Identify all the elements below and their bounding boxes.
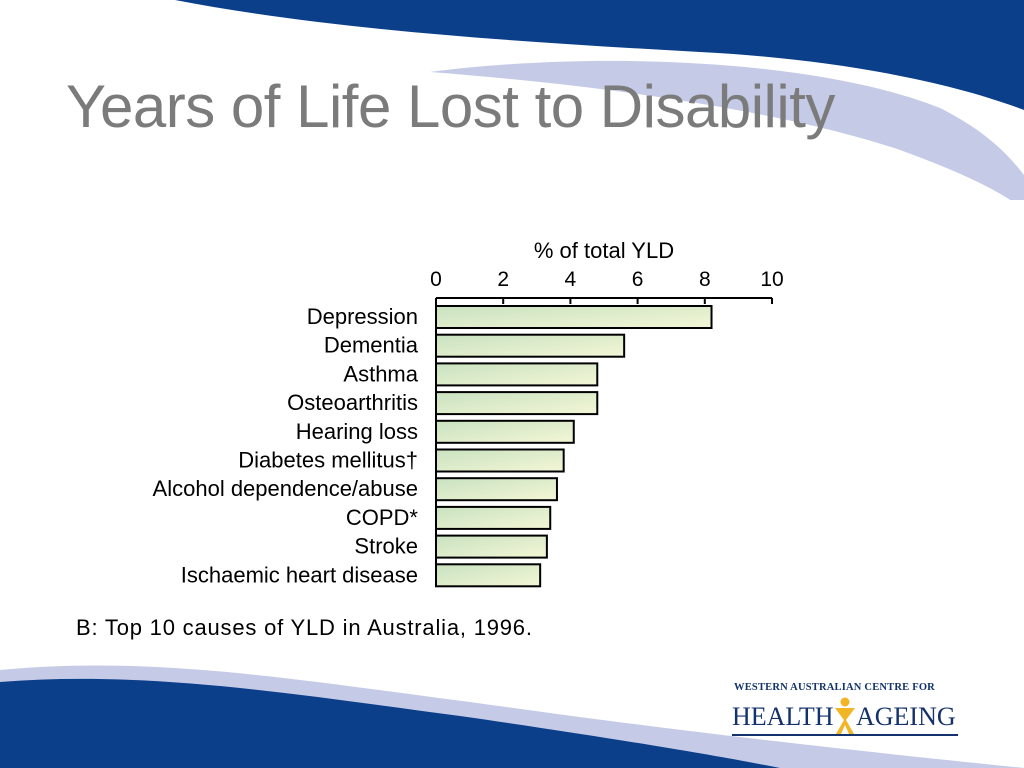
bar [435,391,599,416]
tick-label: 2 [497,268,509,291]
category-label: Depression [307,304,418,329]
axis-title: % of total YLD [534,238,674,263]
tick-label: 8 [699,268,711,291]
chart-caption: B: Top 10 causes of YLD in Australia, 19… [76,615,533,640]
bottom-wave-dark-band [0,678,780,768]
category-label: Dementia [324,333,419,358]
bar [435,448,565,473]
bar [435,534,548,559]
category-label: Alcohol dependence/abuse [153,476,418,501]
tick-label: 0 [430,268,442,291]
axis-ticks: 0 2 4 6 8 10 [430,268,784,304]
category-label: Asthma [343,361,418,386]
tick-label: 4 [565,268,577,291]
bottom-wave-decoration [0,665,1024,768]
bars [435,305,713,588]
category-label: Diabetes mellitus† [238,448,418,473]
category-label: Hearing loss [296,419,418,444]
bar [435,419,575,444]
logo-word-health: HEALTH [732,702,834,731]
top-wave-dark-band [175,0,1024,110]
top-wave-light-band [430,60,1024,200]
organization-logo: WESTERN AUSTRALIAN CENTRE FOR HEALTH AGE… [728,680,962,742]
bar-chart: % of total YLD 0 2 4 6 8 10 Depression Dementi… [153,238,784,588]
category-label: Stroke [354,534,418,559]
slide-title: Years of Life Lost to Disability [66,73,835,140]
bar [435,505,552,530]
top-wave-decoration [175,0,1024,200]
bar [435,477,558,502]
tick-label: 6 [632,268,644,291]
logo-word-ageing: AGEING [856,702,956,731]
category-label: Ischaemic heart disease [181,562,418,587]
tick-label: 10 [760,268,783,291]
person-figure-icon [835,697,855,734]
category-label: Osteoarthritis [287,390,418,415]
category-labels: Depression Dementia Asthma Osteoarthritis He… [153,304,419,587]
logo-underline [732,734,958,736]
logo-subtitle: WESTERN AUSTRALIAN CENTRE FOR [734,682,935,693]
bar [435,333,626,358]
category-label: COPD* [346,505,419,530]
bar [435,362,599,387]
bar [435,305,713,329]
bar [435,563,542,588]
